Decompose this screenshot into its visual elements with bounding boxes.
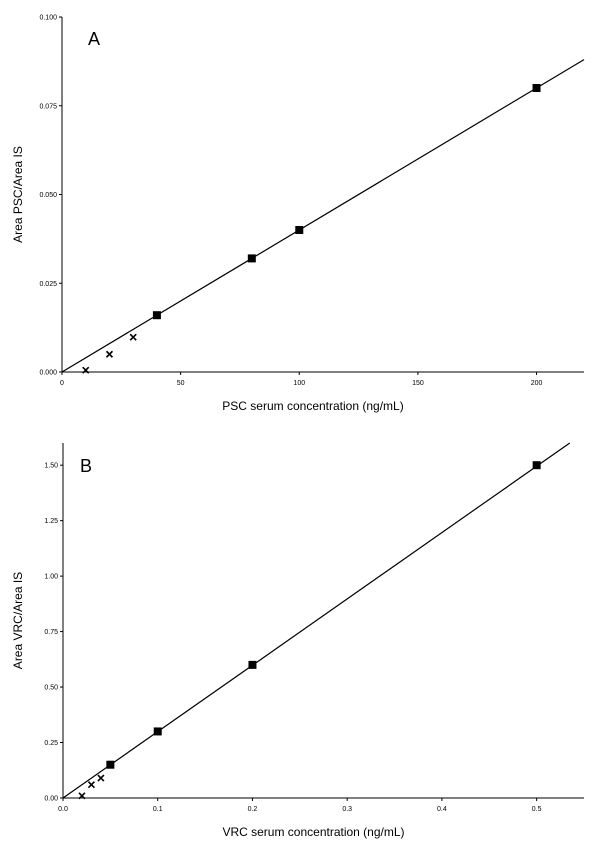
cross-stroke — [78, 792, 86, 800]
data-point-square — [152, 311, 161, 320]
data-point-cross — [105, 350, 114, 358]
y-tick-label: 0.00 — [44, 796, 58, 803]
x-axis-title: VRC serum concentration (ng/mL) — [222, 825, 404, 839]
panel-letter: A — [88, 29, 100, 49]
y-tick-label: 1.25 — [44, 518, 58, 525]
panel-b: 0.0 0.1 0.2 0.3 0.4 0.5 0.00 0.25 0.50 0.75 1.00 1.… — [11, 442, 584, 839]
data-point-cross — [129, 333, 137, 341]
cross-stroke — [97, 774, 105, 782]
x-tick-label: 0 — [60, 380, 64, 387]
x-tick-label: 0.0 — [58, 806, 68, 813]
y-tick-label: 0.75 — [44, 629, 58, 636]
x-tick-label: 0.2 — [248, 806, 258, 813]
cross-stroke — [87, 781, 95, 789]
x-tick-label: 0.4 — [437, 806, 447, 813]
x-tick-label: 50 — [177, 380, 185, 387]
data-point-square — [247, 254, 256, 263]
y-tick-label: 1.00 — [44, 574, 58, 581]
x-tick-label: 200 — [531, 380, 543, 387]
y-tick-label: 0.050 — [39, 192, 57, 199]
data-point-square — [153, 727, 162, 736]
panel-letter: B — [80, 456, 92, 476]
y-tick-label: 0.025 — [39, 281, 57, 288]
regression-line — [62, 442, 571, 799]
regression-line — [61, 59, 585, 373]
data-point-cross — [78, 792, 86, 800]
data-point-square — [248, 660, 257, 669]
data-point-cross — [97, 774, 105, 782]
y-axis-title: Area VRC/Area IS — [11, 572, 25, 669]
data-point-square — [532, 84, 541, 92]
x-tick-label: 100 — [293, 380, 305, 387]
x-tick-label: 0.3 — [342, 806, 352, 813]
x-tick-label: 150 — [412, 380, 424, 387]
data-point-cross — [82, 366, 90, 374]
y-tick-label: 0.50 — [44, 685, 58, 692]
y-tick-label: 0.075 — [39, 103, 57, 110]
y-axis-title: Area PSC/Area IS — [11, 146, 25, 243]
y-tick-label: 0.000 — [39, 370, 57, 377]
data-point-square — [532, 461, 541, 470]
x-tick-label: 0.5 — [532, 806, 542, 813]
data-point-square — [295, 226, 304, 234]
x-tick-label: 0.1 — [153, 806, 163, 813]
x-axis-title: PSC serum concentration (ng/mL) — [222, 399, 403, 413]
y-tick-label: 1.50 — [44, 463, 58, 470]
y-tick-label: 0.100 — [39, 15, 57, 22]
cross-stroke — [105, 350, 114, 358]
data-point-square — [106, 760, 115, 769]
y-tick-label: 0.25 — [44, 740, 58, 747]
panel-a: 0 50 100 150 200 0.000 0.025 0.050 0.075 0.100 A PS… — [11, 15, 585, 413]
data-point-cross — [87, 781, 95, 789]
cross-stroke — [82, 366, 90, 374]
cross-stroke — [129, 333, 137, 341]
